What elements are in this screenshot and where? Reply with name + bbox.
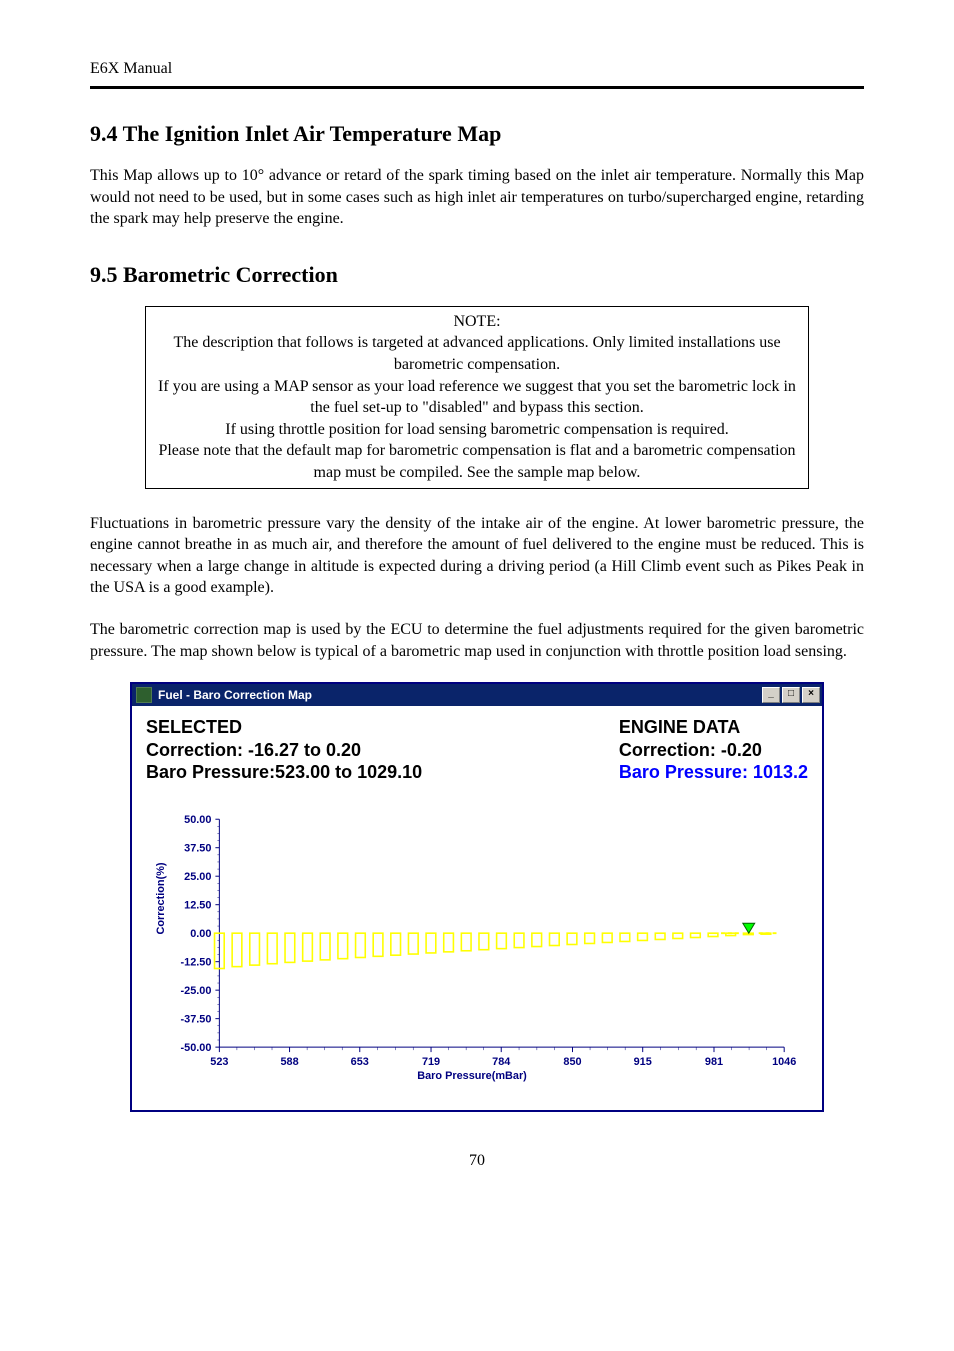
svg-text:653: 653 xyxy=(351,1056,369,1068)
svg-text:850: 850 xyxy=(563,1056,581,1068)
baro-correction-chart: 50.00 37.50 25.00 12.50 0.00 -12.50 -25.00 -37.… xyxy=(150,808,804,1098)
section-9-5-heading: 9.5 Barometric Correction xyxy=(90,262,864,288)
page-number: 70 xyxy=(90,1152,864,1170)
svg-text:12.50: 12.50 xyxy=(184,899,211,911)
svg-text:Baro Pressure(mBar): Baro Pressure(mBar) xyxy=(417,1069,527,1081)
svg-text:981: 981 xyxy=(705,1056,723,1068)
section-9-4-paragraph: This Map allows up to 10° advance or ret… xyxy=(90,165,864,230)
chart-titlebar[interactable]: Fuel - Baro Correction Map _ □ × xyxy=(132,684,822,706)
svg-text:784: 784 xyxy=(492,1056,510,1068)
note-line-2: The description that follows is targeted… xyxy=(156,332,798,375)
selected-correction: Correction: -16.27 to 0.20 xyxy=(146,739,422,762)
note-line-1: NOTE: xyxy=(156,311,798,333)
svg-text:-37.50: -37.50 xyxy=(181,1013,212,1025)
svg-text:719: 719 xyxy=(422,1056,440,1068)
svg-text:0.00: 0.00 xyxy=(190,928,211,940)
svg-text:25.00: 25.00 xyxy=(184,871,211,883)
svg-text:588: 588 xyxy=(280,1056,298,1068)
svg-text:-25.00: -25.00 xyxy=(181,985,212,997)
svg-text:523: 523 xyxy=(210,1056,228,1068)
engine-baro: Baro Pressure: 1013.2 xyxy=(619,761,808,784)
svg-text:37.50: 37.50 xyxy=(184,842,211,854)
svg-text:Correction(%): Correction(%) xyxy=(155,862,167,934)
svg-text:-12.50: -12.50 xyxy=(181,956,212,968)
page-header: E6X Manual xyxy=(90,60,864,89)
engine-correction: Correction: -0.20 xyxy=(619,739,808,762)
baro-correction-chart-window: Fuel - Baro Correction Map _ □ × SELECTE… xyxy=(130,682,824,1112)
window-title: Fuel - Baro Correction Map xyxy=(158,688,312,702)
note-line-3: If you are using a MAP sensor as your lo… xyxy=(156,376,798,419)
close-button[interactable]: × xyxy=(802,687,820,703)
window-buttons: _ □ × xyxy=(762,687,820,703)
note-line-5: Please note that the default map for bar… xyxy=(156,440,798,483)
chart-plot-area: 50.00 37.50 25.00 12.50 0.00 -12.50 -25.00 -37.… xyxy=(132,788,822,1110)
selected-baro: Baro Pressure:523.00 to 1029.10 xyxy=(146,761,422,784)
app-icon xyxy=(136,687,152,703)
svg-text:-50.00: -50.00 xyxy=(181,1042,212,1054)
svg-text:1046: 1046 xyxy=(772,1056,796,1068)
svg-text:915: 915 xyxy=(634,1056,652,1068)
section-9-5-paragraph-1: Fluctuations in barometric pressure vary… xyxy=(90,513,864,599)
selected-info: SELECTED Correction: -16.27 to 0.20 Baro… xyxy=(146,716,422,784)
chart-info-panel: SELECTED Correction: -16.27 to 0.20 Baro… xyxy=(132,706,822,788)
engine-heading: ENGINE DATA xyxy=(619,716,808,739)
note-line-4: If using throttle position for load sens… xyxy=(156,419,798,441)
engine-data-info: ENGINE DATA Correction: -0.20 Baro Press… xyxy=(619,716,808,784)
section-9-4-heading: 9.4 The Ignition Inlet Air Temperature M… xyxy=(90,121,864,147)
minimize-button[interactable]: _ xyxy=(762,687,780,703)
maximize-button[interactable]: □ xyxy=(782,687,800,703)
selected-heading: SELECTED xyxy=(146,716,422,739)
section-9-5-paragraph-2: The barometric correction map is used by… xyxy=(90,619,864,662)
note-box: NOTE: The description that follows is ta… xyxy=(145,306,809,489)
svg-text:50.00: 50.00 xyxy=(184,814,211,826)
titlebar-left: Fuel - Baro Correction Map xyxy=(136,687,312,703)
